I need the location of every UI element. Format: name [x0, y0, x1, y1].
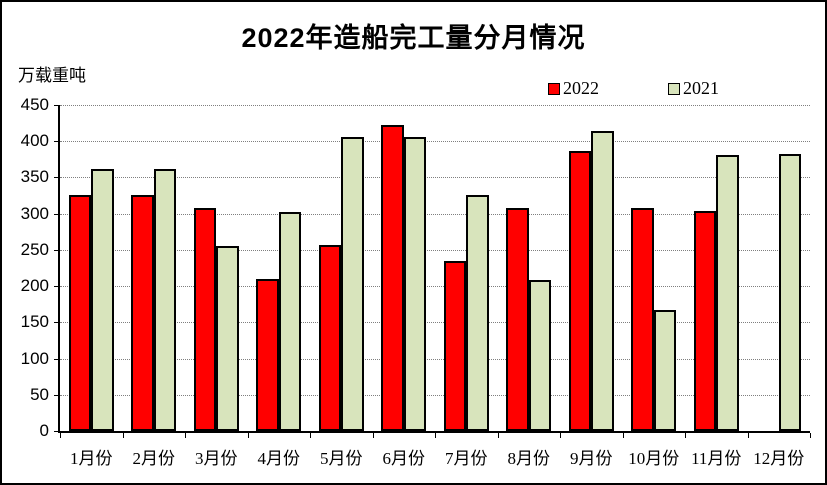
- bar-2021-8月份: [528, 280, 552, 431]
- x-tick-mark-4: [310, 433, 311, 438]
- y-tick-label-300: 300: [20, 203, 49, 223]
- bar-2021-4月份: [278, 212, 302, 431]
- gridline-50: [60, 394, 810, 396]
- y-tick-label-150: 150: [20, 312, 49, 332]
- y-tick-mark-250: [54, 249, 60, 251]
- x-label-11月份: 11月份: [691, 449, 742, 468]
- bar-2022-8月份: [506, 207, 529, 431]
- bar-2022-3月份: [193, 207, 217, 431]
- gridline-150: [60, 322, 810, 324]
- x-label-7月份: 7月份: [445, 449, 488, 468]
- bar-2021-2月份: [153, 168, 177, 431]
- x-tick-mark-11: [747, 433, 749, 438]
- bar-2022-1月份: [68, 194, 92, 431]
- x-label-4月份: 4月份: [257, 449, 301, 468]
- x-label-3月份: 3月份: [195, 449, 238, 468]
- bar-2022-2月份: [131, 194, 154, 431]
- x-tick-mark-3: [247, 433, 249, 438]
- bar-2021-7月份: [466, 194, 489, 431]
- y-tick-mark-450: [54, 105, 60, 106]
- y-tick-label-450: 450: [20, 95, 49, 114]
- x-label-5月份: 5月份: [320, 449, 363, 468]
- x-tick-mark-1: [122, 433, 124, 438]
- x-label-8月份: 8月份: [507, 449, 551, 468]
- x-tick-mark-6: [435, 433, 436, 438]
- bar-2021-1月份: [91, 168, 114, 431]
- y-tick-mark-400: [54, 141, 60, 143]
- bar-2022-4月份: [256, 278, 279, 431]
- x-tick-mark-5: [372, 433, 374, 438]
- gridline-350: [60, 177, 810, 179]
- y-tick-mark-200: [54, 286, 60, 288]
- legend-label-2022: 2022: [563, 78, 599, 98]
- bar-2021-6月份: [403, 136, 427, 431]
- y-tick-mark-350: [54, 177, 60, 179]
- y-axis-unit-label: 万载重吨: [18, 66, 86, 85]
- gridline-100: [60, 358, 810, 360]
- bar-2022-5月份: [318, 244, 342, 431]
- y-tick-label-250: 250: [20, 239, 49, 259]
- bar-2022-9月份: [568, 151, 592, 431]
- bar-2022-6月份: [381, 124, 404, 431]
- y-tick-label-50: 50: [30, 384, 49, 404]
- bar-2021-11月份: [716, 154, 739, 431]
- y-tick-label-350: 350: [20, 167, 49, 187]
- gridline-250: [60, 249, 810, 251]
- x-label-9月份: 9月份: [570, 449, 613, 468]
- y-tick-mark-0: [54, 431, 60, 432]
- gridline-300: [60, 213, 810, 215]
- bar-2022-7月份: [443, 261, 467, 431]
- x-tick-mark-12: [810, 433, 811, 438]
- y-tick-mark-150: [54, 322, 60, 324]
- gridline-450: [60, 105, 810, 106]
- x-tick-mark-7: [497, 433, 499, 438]
- legend-swatch-2022-icon: [548, 82, 560, 95]
- x-label-12月份: 12月份: [753, 449, 805, 468]
- gridline-200: [60, 286, 810, 288]
- chart-title: 2022年造船完工量分月情况: [241, 23, 586, 53]
- legend-item-2021: 2021: [668, 78, 719, 99]
- x-tick-mark-0: [60, 433, 61, 438]
- x-tick-mark-8: [560, 433, 561, 438]
- y-tick-label-0: 0: [39, 421, 49, 440]
- y-tick-mark-300: [54, 213, 60, 215]
- legend-swatch-2021-icon: [668, 82, 680, 95]
- bar-2021-9月份: [591, 131, 614, 431]
- bar-2021-5月份: [341, 136, 364, 431]
- gridline-400: [60, 141, 810, 143]
- bar-2022-11月份: [693, 211, 717, 431]
- y-tick-label-100: 100: [20, 348, 49, 368]
- x-label-10月份: 10月份: [628, 449, 680, 468]
- bar-2021-12月份: [778, 154, 802, 431]
- x-tick-mark-2: [185, 433, 186, 438]
- y-tick-label-200: 200: [20, 276, 49, 296]
- bar-2022-10月份: [631, 207, 654, 431]
- bar-2021-10月份: [653, 310, 677, 431]
- x-tick-mark-10: [685, 433, 686, 438]
- legend-label-2021: 2021: [683, 78, 719, 98]
- y-tick-mark-100: [54, 358, 60, 360]
- y-tick-label-400: 400: [20, 131, 49, 151]
- y-tick-mark-50: [54, 394, 60, 396]
- x-axis-line: [58, 431, 810, 433]
- y-axis-line: [58, 105, 60, 431]
- x-label-6月份: 6月份: [382, 449, 426, 468]
- legend-item-2022: 2022: [548, 78, 599, 99]
- x-label-1月份: 1月份: [70, 449, 113, 468]
- x-tick-mark-9: [622, 433, 624, 438]
- bar-2021-3月份: [216, 245, 239, 431]
- x-label-2月份: 2月份: [132, 449, 176, 468]
